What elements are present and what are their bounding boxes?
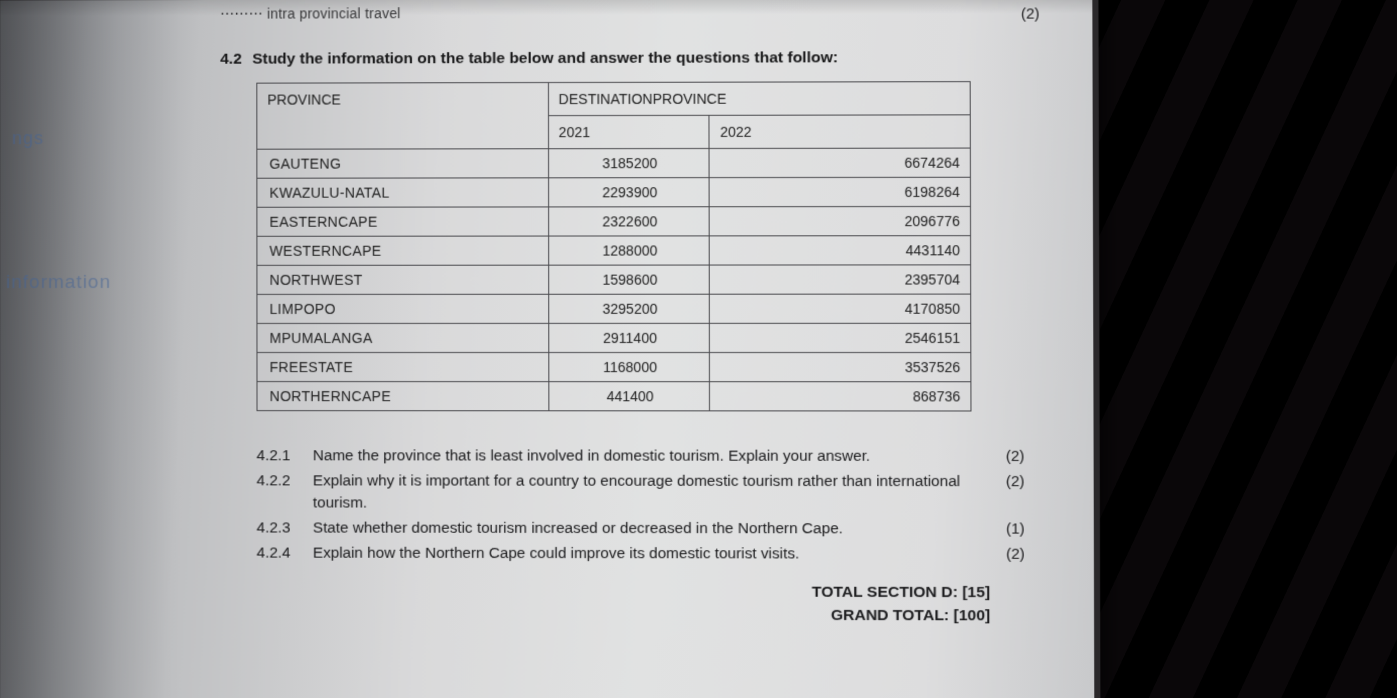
table-row: FREESTATE11680003537526 <box>257 353 971 382</box>
cell-province: NORTHERNCAPE <box>257 382 548 411</box>
handwritten-margin-note: information <box>6 272 111 294</box>
totals-block: TOTAL SECTION D: [15] GRAND TOTAL: [100] <box>220 581 1051 628</box>
fabric-background <box>1077 0 1397 698</box>
sub-question-number: 4.2.1 <box>257 445 313 467</box>
cell-2021: 441400 <box>548 382 709 411</box>
cell-2022: 2546151 <box>710 323 971 352</box>
table-row: KWAZULU-NATAL22939006198264 <box>257 177 971 207</box>
col-header-year-2021: 2021 <box>548 115 709 148</box>
cell-2022: 6674264 <box>709 148 970 178</box>
sub-question-number: 4.2.4 <box>257 543 313 565</box>
cell-2021: 3295200 <box>548 294 709 323</box>
col-header-destination: DESTINATIONPROVINCE <box>548 82 970 116</box>
cell-province: NORTHWEST <box>257 265 548 294</box>
table-row: MPUMALANGA29114002546151 <box>257 323 971 352</box>
cell-2022: 4431140 <box>710 236 971 265</box>
question-heading-text: Study the information on the table below… <box>252 49 838 67</box>
col-header-province: PROVINCE <box>257 83 548 150</box>
cell-province: MPUMALANGA <box>257 323 548 352</box>
paper-shade-left <box>0 0 180 698</box>
sub-question-text: State whether domestic tourism increased… <box>313 518 986 541</box>
mark-allocation: (1) <box>986 519 1025 541</box>
cell-province: EASTERNCAPE <box>257 207 548 236</box>
cell-2021: 1598600 <box>548 265 709 294</box>
cell-province: GAUTENG <box>257 149 548 178</box>
cell-province: LIMPOPO <box>257 294 548 323</box>
table-row: GAUTENG31852006674264 <box>257 148 971 178</box>
table-row: NORTHWEST15986002395704 <box>257 265 971 295</box>
cell-2021: 3185200 <box>548 148 709 177</box>
question-number: 4.2 <box>220 51 242 68</box>
sub-question-number: 4.2.3 <box>257 518 313 540</box>
cell-2022: 6198264 <box>709 177 970 206</box>
sub-question: 4.2.2Explain why it is important for a c… <box>257 470 1025 515</box>
province-destination-table: PROVINCE DESTINATIONPROVINCE 2021 2022 G… <box>256 81 971 411</box>
table-row: LIMPOPO32952004170850 <box>257 294 971 323</box>
sub-question-number: 4.2.2 <box>257 470 313 492</box>
sub-question-text: Explain how the Northern Cape could impr… <box>313 543 986 566</box>
truncated-previous-line: ⋯⋯⋯ intra provincial travel <box>220 3 1050 22</box>
table-header-row: PROVINCE DESTINATIONPROVINCE <box>257 82 970 117</box>
question-heading: 4.2 Study the information on the table b… <box>220 49 1050 69</box>
sub-question: 4.2.4Explain how the Northern Cape could… <box>257 543 1025 566</box>
cell-2022: 3537526 <box>710 353 971 382</box>
table-row: NORTHERNCAPE441400868736 <box>257 382 971 411</box>
table-row: EASTERNCAPE23226002096776 <box>257 206 971 236</box>
cell-2021: 1288000 <box>548 236 709 265</box>
cell-2021: 2293900 <box>548 178 709 207</box>
cell-2022: 4170850 <box>710 294 971 323</box>
cell-2022: 2395704 <box>710 265 971 294</box>
table-body: GAUTENG31852006674264KWAZULU-NATAL229390… <box>257 148 971 411</box>
sub-question-text: Explain why it is important for a countr… <box>313 470 986 515</box>
sub-question-text: Name the province that is least involved… <box>313 445 986 468</box>
mark-allocation: (2) <box>1021 5 1040 22</box>
table-row: WESTERNCAPE12880004431140 <box>257 236 971 266</box>
sub-question: 4.2.1Name the province that is least inv… <box>257 445 1025 468</box>
mark-allocation: (2) <box>986 446 1025 468</box>
handwritten-margin-note: ngs <box>12 128 44 149</box>
cell-province: FREESTATE <box>257 353 548 382</box>
cell-province: WESTERNCAPE <box>257 236 548 265</box>
worksheet-paper: ngs information ⋯⋯⋯ intra provincial tra… <box>0 0 1100 698</box>
cell-province: KWAZULU-NATAL <box>257 178 548 207</box>
mark-allocation: (2) <box>986 544 1025 566</box>
col-header-year-2022: 2022 <box>709 115 970 149</box>
sub-question: 4.2.3State whether domestic tourism incr… <box>257 518 1025 541</box>
cell-2021: 1168000 <box>548 353 709 382</box>
sub-question-list: 4.2.1Name the province that is least inv… <box>257 445 1025 566</box>
cell-2021: 2322600 <box>548 207 709 236</box>
section-total: TOTAL SECTION D: [15] <box>220 581 990 605</box>
grand-total: GRAND TOTAL: [100] <box>220 603 990 627</box>
mark-allocation: (2) <box>986 471 1025 493</box>
cell-2022: 2096776 <box>710 206 971 235</box>
cell-2021: 2911400 <box>548 323 709 352</box>
cell-2022: 868736 <box>710 382 971 411</box>
